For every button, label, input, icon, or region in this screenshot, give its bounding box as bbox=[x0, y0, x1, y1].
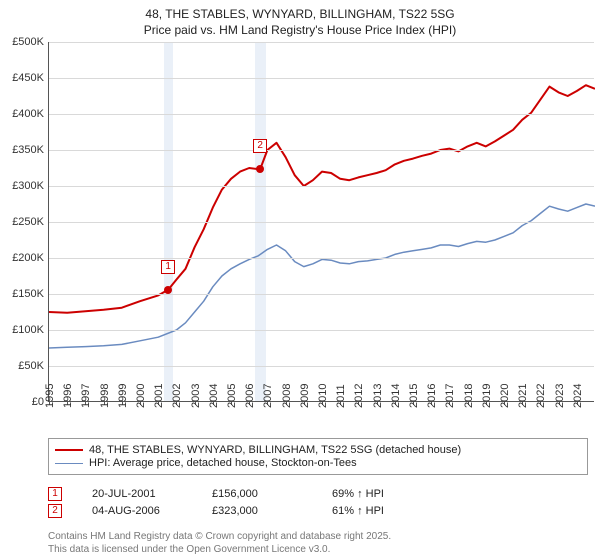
x-tick-label: 1996 bbox=[62, 384, 74, 408]
y-tick-label: £250K bbox=[12, 216, 44, 228]
x-tick-label: 2001 bbox=[153, 384, 165, 408]
x-tick-label: 2005 bbox=[226, 384, 238, 408]
y-tick-label: £100K bbox=[12, 324, 44, 336]
gridline bbox=[49, 42, 594, 43]
legend-swatch bbox=[55, 449, 83, 451]
sale-marker-dot bbox=[256, 165, 264, 173]
legend-text: HPI: Average price, detached house, Stoc… bbox=[89, 457, 357, 469]
gridline bbox=[49, 258, 594, 259]
x-tick-label: 1998 bbox=[99, 384, 111, 408]
x-tick-label: 2006 bbox=[244, 384, 256, 408]
x-tick-label: 2024 bbox=[572, 384, 584, 408]
x-tick-label: 1995 bbox=[44, 384, 56, 408]
gridline bbox=[49, 330, 594, 331]
footer-line1: Contains HM Land Registry data © Crown c… bbox=[48, 531, 391, 544]
legend: 48, THE STABLES, WYNYARD, BILLINGHAM, TS… bbox=[48, 438, 588, 475]
x-tick-label: 2011 bbox=[335, 384, 347, 408]
plot-area: 1995199619971998199920002001200220032004… bbox=[48, 42, 594, 402]
x-tick-label: 2013 bbox=[372, 384, 384, 408]
sale-delta: 61% ↑ HPI bbox=[332, 505, 422, 517]
y-tick-label: £450K bbox=[12, 72, 44, 84]
y-tick-label: £0 bbox=[32, 396, 44, 408]
gridline bbox=[49, 366, 594, 367]
footer-line2: This data is licensed under the Open Gov… bbox=[48, 544, 391, 557]
gridline bbox=[49, 78, 594, 79]
y-tick-label: £150K bbox=[12, 288, 44, 300]
y-tick-label: £500K bbox=[12, 36, 44, 48]
y-tick-label: £300K bbox=[12, 180, 44, 192]
gridline bbox=[49, 186, 594, 187]
sale-date: 04-AUG-2006 bbox=[92, 505, 182, 517]
sale-row: 2 04-AUG-2006 £323,000 61% ↑ HPI bbox=[48, 504, 422, 518]
x-tick-label: 2009 bbox=[299, 384, 311, 408]
gridline bbox=[49, 114, 594, 115]
x-tick-label: 2015 bbox=[408, 384, 420, 408]
sale-marker-dot bbox=[164, 286, 172, 294]
x-tick-label: 1997 bbox=[80, 384, 92, 408]
x-tick-label: 2017 bbox=[444, 384, 456, 408]
legend-text: 48, THE STABLES, WYNYARD, BILLINGHAM, TS… bbox=[89, 444, 461, 456]
y-tick-label: £50K bbox=[18, 360, 44, 372]
x-tick-label: 2021 bbox=[517, 384, 529, 408]
x-tick-label: 2019 bbox=[481, 384, 493, 408]
gridline bbox=[49, 150, 594, 151]
chart-title-line1: 48, THE STABLES, WYNYARD, BILLINGHAM, TS… bbox=[10, 6, 590, 22]
x-tick-label: 2016 bbox=[426, 384, 438, 408]
legend-row: 48, THE STABLES, WYNYARD, BILLINGHAM, TS… bbox=[55, 444, 581, 456]
sale-marker-label: 1 bbox=[161, 260, 175, 274]
x-tick-label: 1999 bbox=[117, 384, 129, 408]
x-tick-label: 2002 bbox=[171, 384, 183, 408]
gridline bbox=[49, 294, 594, 295]
sale-price: £156,000 bbox=[212, 488, 302, 500]
sale-row: 1 20-JUL-2001 £156,000 69% ↑ HPI bbox=[48, 487, 422, 501]
x-tick-label: 2000 bbox=[135, 384, 147, 408]
sale-date: 20-JUL-2001 bbox=[92, 488, 182, 500]
x-tick-label: 2007 bbox=[262, 384, 274, 408]
x-tick-label: 2018 bbox=[463, 384, 475, 408]
y-tick-label: £350K bbox=[12, 144, 44, 156]
sales-table: 1 20-JUL-2001 £156,000 69% ↑ HPI 2 04-AUG-200… bbox=[48, 484, 422, 521]
x-tick-label: 2008 bbox=[281, 384, 293, 408]
chart-area: £0 £50K £100K £150K £200K £250K £300K £350K £400… bbox=[0, 42, 600, 430]
x-tick-label: 2012 bbox=[353, 384, 365, 408]
series-line bbox=[49, 85, 595, 313]
legend-swatch bbox=[55, 463, 83, 464]
y-tick-label: £200K bbox=[12, 252, 44, 264]
x-tick-label: 2010 bbox=[317, 384, 329, 408]
sale-delta: 69% ↑ HPI bbox=[332, 488, 422, 500]
footer-attribution: Contains HM Land Registry data © Crown c… bbox=[48, 531, 391, 556]
y-axis: £0 £50K £100K £150K £200K £250K £300K £350K £400… bbox=[0, 42, 48, 430]
x-tick-label: 2014 bbox=[390, 384, 402, 408]
x-tick-label: 2003 bbox=[190, 384, 202, 408]
legend-row: HPI: Average price, detached house, Stoc… bbox=[55, 457, 581, 469]
y-tick-label: £400K bbox=[12, 108, 44, 120]
x-tick-label: 2020 bbox=[499, 384, 511, 408]
chart-title-line2: Price paid vs. HM Land Registry's House … bbox=[10, 22, 590, 38]
gridline bbox=[49, 222, 594, 223]
sale-price: £323,000 bbox=[212, 505, 302, 517]
sale-number-box: 2 bbox=[48, 504, 62, 518]
x-tick-label: 2022 bbox=[535, 384, 547, 408]
series-line bbox=[49, 204, 595, 348]
x-tick-label: 2004 bbox=[208, 384, 220, 408]
sale-marker-label: 2 bbox=[253, 139, 267, 153]
x-tick-label: 2023 bbox=[554, 384, 566, 408]
sale-number-box: 1 bbox=[48, 487, 62, 501]
